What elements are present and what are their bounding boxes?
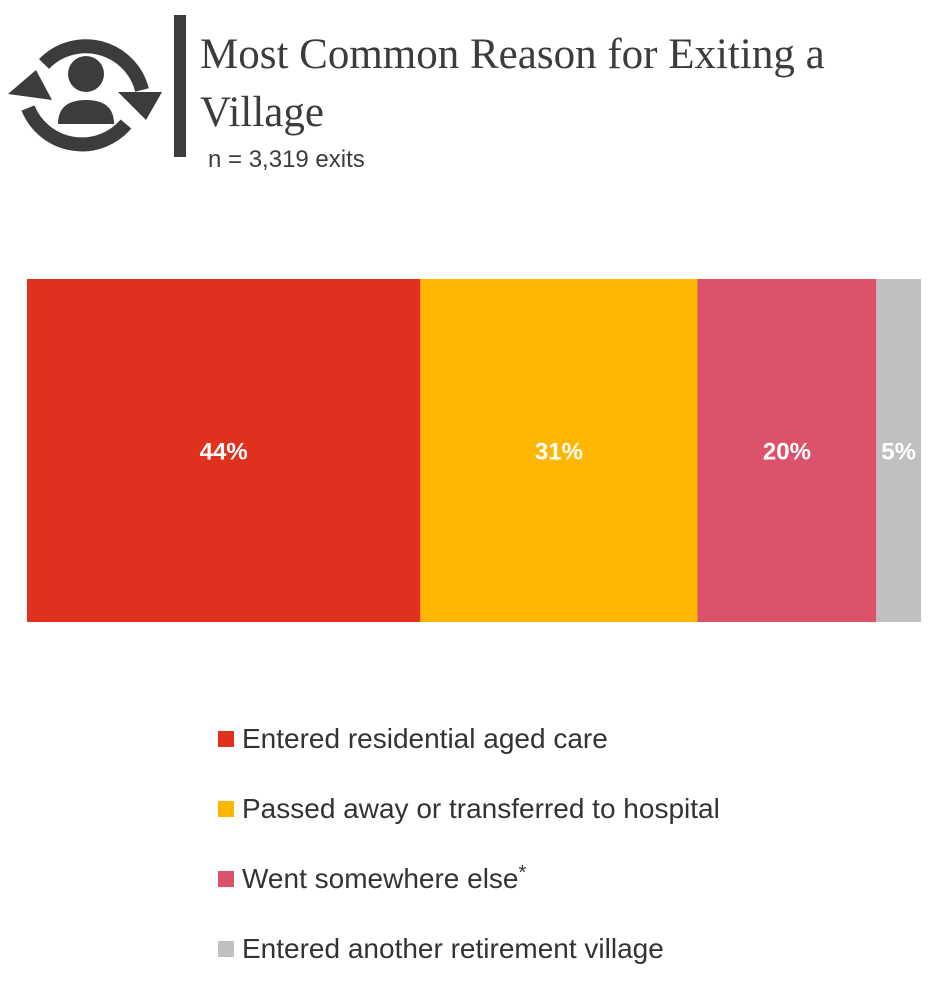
chart-subtitle: n = 3,319 exits: [208, 146, 365, 173]
bar-segment: [420, 279, 698, 622]
chart-title: Most Common Reason for Exiting a Village: [200, 31, 825, 136]
legend-item: Went somewhere else *: [218, 844, 720, 914]
legend-swatch: [218, 871, 234, 887]
legend-swatch: [218, 941, 234, 957]
legend-label: Went somewhere else: [242, 863, 519, 894]
data-label: 31%: [535, 439, 583, 466]
legend-swatch: [218, 801, 234, 817]
legend-item: Entered residential aged care: [218, 704, 720, 774]
bar-segment: [27, 279, 421, 622]
legend-label: Passed away or transferred to hospital: [242, 793, 720, 824]
data-label: 44%: [200, 439, 248, 466]
stacked-bar-chart: 44% 31% 20% 5%: [27, 279, 921, 622]
data-label: 5%: [881, 439, 916, 466]
footnote-mark: *: [518, 861, 527, 884]
bar-segment: [876, 279, 921, 622]
person-cycle-icon: [8, 39, 162, 152]
legend-label: Entered another retirement village: [242, 933, 664, 964]
legend-item: Passed away or transferred to hospital: [218, 774, 720, 844]
legend-item: Entered another retirement village: [218, 914, 720, 984]
legend: Entered residential aged care Passed away…: [218, 704, 720, 984]
data-label: 20%: [763, 439, 811, 466]
bar-segment: [697, 279, 877, 622]
legend-swatch: [218, 731, 234, 747]
legend-label: Entered residential aged care: [242, 723, 608, 754]
title-divider: [174, 15, 186, 157]
